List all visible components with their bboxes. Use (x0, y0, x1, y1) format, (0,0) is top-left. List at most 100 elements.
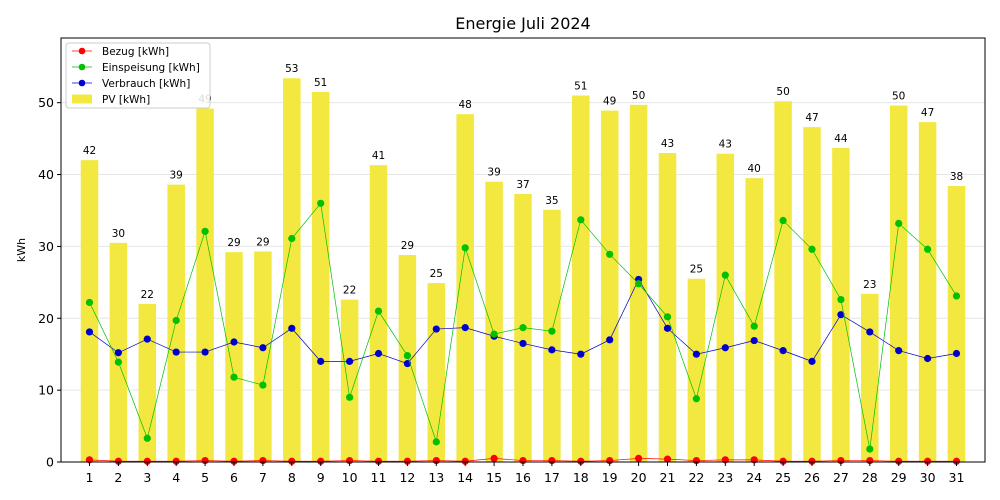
data-point (663, 313, 672, 321)
bar-value-label: 25 (430, 268, 443, 280)
data-point (201, 227, 209, 235)
pv-bar (283, 78, 301, 462)
x-tick-label: 17 (544, 470, 560, 485)
x-tick-label: 26 (804, 470, 820, 485)
x-tick-label: 30 (920, 470, 936, 485)
bar-value-label: 49 (603, 96, 616, 108)
data-point (663, 455, 672, 463)
data-point (490, 454, 498, 463)
data-point (606, 250, 614, 258)
data-point (172, 348, 180, 356)
x-tick-label: 22 (688, 470, 704, 485)
data-point (952, 349, 961, 358)
bar-value-label: 38 (950, 171, 963, 183)
data-point (577, 457, 585, 465)
data-point (201, 348, 209, 356)
data-point (230, 338, 238, 346)
pv-bar (803, 127, 821, 462)
legend-label: PV [kWh] (102, 94, 150, 106)
data-point (808, 457, 816, 465)
bar-value-label: 51 (314, 77, 327, 89)
x-tick-label: 2 (114, 470, 122, 485)
data-point (577, 216, 585, 224)
x-tick-label: 9 (317, 470, 325, 485)
x-tick-label: 20 (631, 470, 647, 485)
legend-marker (78, 63, 86, 71)
data-point (895, 347, 903, 355)
x-tick-label: 21 (660, 470, 676, 485)
bar-value-label: 40 (748, 163, 761, 175)
x-tick-label: 4 (172, 470, 180, 485)
data-point (866, 445, 874, 453)
y-axis-label: kWh (15, 238, 28, 262)
data-point (85, 298, 94, 307)
series-lines (85, 199, 961, 465)
x-tick-label: 5 (201, 470, 209, 485)
legend-label: Bezug [kWh] (102, 46, 169, 58)
y-axis-ticks: 0 10 20 30 40 50 (38, 95, 61, 470)
pv-bar (716, 153, 735, 462)
pv-bar (600, 110, 619, 462)
x-tick-label: 25 (775, 470, 791, 485)
x-tick-label: 27 (833, 470, 849, 485)
data-point (721, 344, 729, 352)
pv-bar (485, 181, 503, 462)
data-point (114, 358, 122, 366)
data-point (721, 271, 729, 279)
data-point (461, 457, 469, 465)
data-point (317, 357, 325, 365)
pv-bar (340, 299, 359, 462)
pv-bar (543, 209, 561, 462)
y-tick-label: 40 (38, 167, 54, 182)
pv-bar (225, 252, 243, 462)
bar-value-label: 51 (574, 80, 587, 92)
y-tick-label: 20 (38, 311, 54, 326)
bar-value-label: 42 (83, 145, 96, 157)
data-point (635, 454, 643, 463)
data-point (808, 357, 816, 365)
pv-bar (745, 178, 763, 462)
y-tick-label: 0 (46, 455, 54, 470)
data-point (288, 324, 296, 332)
data-point (692, 395, 701, 403)
data-point (779, 216, 787, 225)
bar-value-label: 43 (661, 138, 674, 150)
data-point (924, 354, 932, 363)
bar-value-label: 30 (112, 228, 125, 240)
data-point (519, 324, 527, 332)
x-tick-label: 24 (746, 470, 762, 485)
legend-label: Einspeisung [kWh] (102, 62, 200, 74)
x-tick-label: 14 (457, 470, 473, 485)
data-point (259, 381, 267, 389)
pv-bar (427, 283, 446, 462)
data-point (143, 434, 151, 442)
data-point (346, 393, 354, 401)
legend-box (65, 42, 211, 109)
y-tick-label: 50 (38, 95, 54, 110)
x-tick-label: 3 (143, 470, 151, 485)
data-point (259, 344, 267, 352)
legend: Bezug [kWh] Einspeisung [kWh] Verbrauch [k… (65, 42, 211, 109)
bar-value-label: 43 (719, 139, 732, 151)
pv-bar (774, 101, 792, 463)
pv-bar (456, 114, 474, 462)
data-point (172, 457, 180, 465)
pv-bar (254, 251, 272, 462)
bar-value-label: 29 (256, 236, 269, 248)
data-point (837, 311, 845, 319)
data-point (519, 339, 527, 348)
data-point (548, 327, 556, 335)
bar-value-label: 47 (805, 112, 818, 124)
data-point (288, 234, 296, 243)
data-point (808, 245, 816, 253)
data-point (85, 328, 94, 336)
x-tick-label: 16 (515, 470, 531, 485)
data-point (461, 244, 469, 252)
bar-value-label: 35 (545, 195, 558, 207)
legend-bar-swatch (72, 94, 92, 104)
pv-bar (918, 122, 937, 462)
data-point (172, 316, 180, 325)
x-tick-label: 1 (86, 470, 94, 485)
bars (80, 78, 966, 463)
data-point (403, 352, 411, 360)
